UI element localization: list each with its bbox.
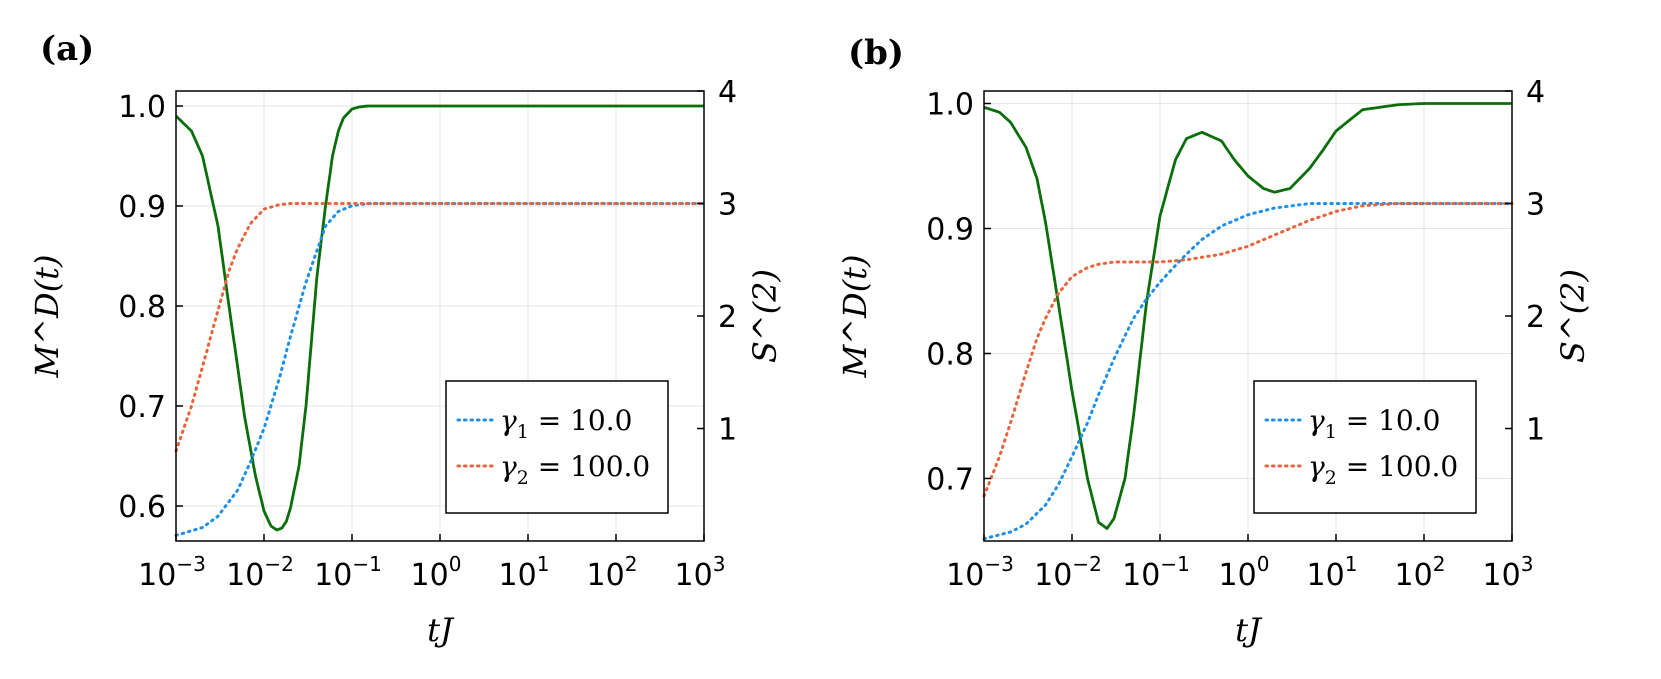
x-tick-base: 10 [138, 558, 176, 593]
legend-box [1253, 380, 1477, 514]
legend: γ1 = 10.0γ2 = 100.0 [445, 380, 669, 514]
x-tick-exponent: 2 [625, 552, 638, 576]
x-tick-base: 10 [411, 558, 449, 593]
x-tick-exponent: −1 [1160, 552, 1189, 576]
legend-subscript: 1 [1325, 421, 1337, 443]
legend-entry: γ1 = 10.0 [500, 404, 632, 443]
y-right-tick-label: 3 [1526, 188, 1545, 223]
y-left-axis-label: M^D(t) [28, 254, 66, 378]
legend-box [445, 380, 669, 514]
legend-subscript: 2 [517, 467, 529, 489]
y-left-tick-label: 0.9 [926, 213, 974, 248]
grid [175, 91, 705, 541]
x-tick-exponent: −2 [1072, 552, 1101, 576]
x-tick-label: 10−3 [138, 552, 206, 593]
x-tick-label: 100 [411, 552, 462, 593]
x-tick-base: 10 [1483, 558, 1521, 593]
legend-value: = 100.0 [1337, 450, 1458, 483]
x-tick-base: 10 [587, 558, 625, 593]
series-line-s2-1 [982, 202, 1514, 541]
x-tick-base: 10 [1307, 558, 1345, 593]
series-line-md [983, 102, 1512, 530]
x-tick-label: 10−1 [1122, 552, 1190, 593]
panel-label: (a) [40, 29, 94, 69]
x-tick-label: 10−3 [946, 552, 1014, 593]
y-left-tick-label: 0.7 [118, 390, 166, 425]
x-tick-exponent: −1 [352, 552, 381, 576]
x-tick-exponent: 1 [537, 552, 550, 576]
panel-b: (b)10−3 10−2 10−1 100 101 102 1030.70.80.91.01… [836, 33, 1592, 649]
x-tick-base: 10 [314, 558, 352, 593]
y-left-tick-label: 0.8 [926, 338, 974, 373]
legend-symbol: γ [500, 450, 517, 483]
y-left-tick-label: 0.7 [926, 463, 974, 498]
x-tick-label: 10−2 [1034, 552, 1102, 593]
y-left-tick-label: 0.8 [118, 290, 166, 325]
x-tick-base: 10 [1219, 558, 1257, 593]
legend-value: = 10.0 [529, 404, 633, 437]
y-right-tick-label: 1 [718, 413, 737, 448]
y-right-axis-label: S^(2) [1554, 269, 1592, 363]
y-right-tick-label: 2 [1526, 300, 1545, 335]
x-tick-label: 103 [1483, 552, 1534, 593]
x-axis-label: tJ [427, 611, 455, 649]
x-tick-base: 10 [499, 558, 537, 593]
panel-a: (a)10−3 10−2 10−1 100 101 102 1030.60.70.80.91… [28, 29, 784, 649]
series-line-s2-2 [174, 202, 706, 453]
x-tick-exponent: −3 [984, 552, 1013, 576]
x-tick-base: 10 [226, 558, 264, 593]
x-tick-base: 10 [1122, 558, 1160, 593]
x-tick-label: 102 [587, 552, 638, 593]
y-left-tick-label: 0.9 [118, 190, 166, 225]
y-left-tick-label: 0.6 [118, 490, 166, 525]
y-left-tick-label: 1.0 [118, 90, 166, 125]
legend-symbol: γ [1308, 404, 1325, 437]
legend-symbol: γ [1308, 450, 1325, 483]
x-tick-label: 101 [1307, 552, 1358, 593]
x-tick-label: 102 [1395, 552, 1446, 593]
panel-label: (b) [848, 33, 904, 73]
legend: γ1 = 10.0γ2 = 100.0 [1253, 380, 1477, 514]
series-line-s2-2 [982, 202, 1514, 498]
y-right-tick-label: 4 [718, 75, 737, 110]
x-tick-exponent: 1 [1345, 552, 1358, 576]
legend-value: = 100.0 [529, 450, 650, 483]
x-tick-exponent: 2 [1433, 552, 1446, 576]
y-left-axis-label: M^D(t) [836, 254, 874, 378]
x-tick-label: 10−1 [314, 552, 382, 593]
x-tick-exponent: 0 [1257, 552, 1270, 576]
x-tick-exponent: 0 [449, 552, 462, 576]
x-tick-label: 101 [499, 552, 550, 593]
x-tick-exponent: 3 [1521, 552, 1534, 576]
x-tick-exponent: −2 [264, 552, 293, 576]
legend-symbol: γ [500, 404, 517, 437]
legend-entry: γ1 = 10.0 [1308, 404, 1440, 443]
legend-entry: γ2 = 100.0 [500, 450, 650, 489]
x-tick-label: 103 [675, 552, 726, 593]
legend-value: = 10.0 [1337, 404, 1441, 437]
y-right-tick-label: 2 [718, 300, 737, 335]
legend-subscript: 1 [517, 421, 529, 443]
y-right-tick-label: 3 [718, 188, 737, 223]
x-tick-label: 100 [1219, 552, 1270, 593]
x-tick-exponent: −3 [176, 552, 205, 576]
y-right-tick-label: 1 [1526, 413, 1545, 448]
x-tick-base: 10 [675, 558, 713, 593]
y-left-tick-label: 1.0 [926, 88, 974, 123]
legend-entry: γ2 = 100.0 [1308, 450, 1458, 489]
x-tick-base: 10 [1395, 558, 1433, 593]
x-tick-base: 10 [946, 558, 984, 593]
legend-subscript: 2 [1325, 467, 1337, 489]
series-line-md [175, 104, 704, 532]
x-tick-label: 10−2 [226, 552, 294, 593]
y-right-axis-label: S^(2) [746, 269, 784, 363]
x-tick-base: 10 [1034, 558, 1072, 593]
x-axis-label: tJ [1235, 611, 1263, 649]
y-right-tick-label: 4 [1526, 75, 1545, 110]
x-tick-exponent: 3 [713, 552, 726, 576]
